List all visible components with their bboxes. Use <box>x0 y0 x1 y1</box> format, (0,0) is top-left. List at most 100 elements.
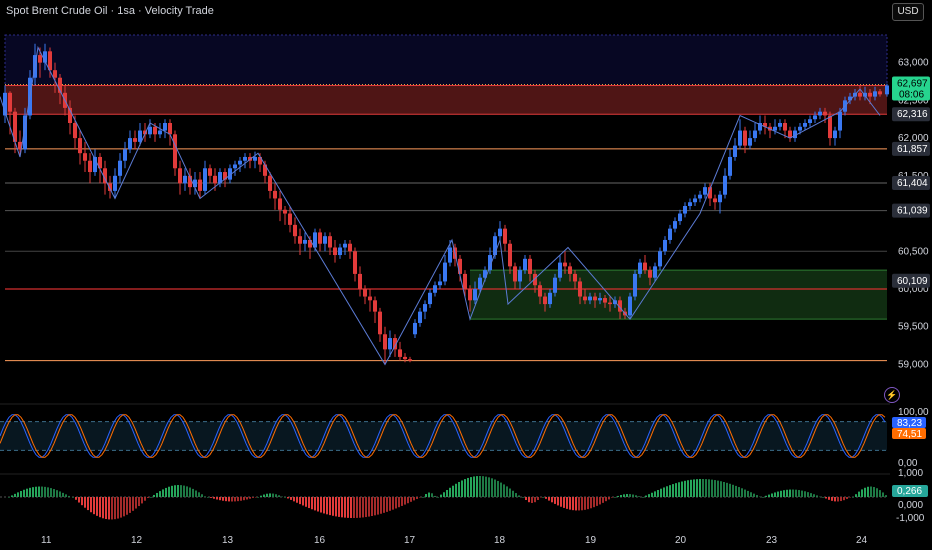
hist-bar <box>518 495 520 497</box>
candle-body <box>538 285 542 297</box>
hist-bar <box>68 495 70 497</box>
currency-button[interactable]: USD <box>892 3 924 21</box>
y-tick-label: 59,500 <box>898 322 929 333</box>
x-tick-label: 17 <box>404 535 416 546</box>
candle-body <box>713 198 717 203</box>
candle-body <box>658 251 662 267</box>
hist-bar <box>476 476 478 497</box>
candle-body <box>258 156 262 165</box>
hist-bar <box>482 476 484 497</box>
hist-bar <box>317 497 319 512</box>
y-tick-label: 62,500 <box>898 95 929 106</box>
hist-bar <box>290 497 292 500</box>
hist-bar <box>210 497 212 498</box>
hist-bar <box>828 497 830 500</box>
candle-body <box>588 296 592 301</box>
hist-bar <box>180 485 182 497</box>
hist-bar <box>596 497 598 506</box>
candle-body <box>498 228 502 237</box>
candle-body <box>633 273 637 297</box>
hist-bar <box>260 495 262 497</box>
hist-bar <box>834 497 836 502</box>
candle-body <box>563 262 567 267</box>
candle-body <box>433 285 437 293</box>
candle-body <box>38 55 42 63</box>
hist-bar <box>584 497 586 510</box>
hist-bar <box>174 485 176 497</box>
candle-body <box>643 262 647 271</box>
zigzag-line <box>0 45 881 366</box>
hist-bar <box>780 490 782 497</box>
candle-body <box>723 175 727 195</box>
hist-bar <box>473 476 475 497</box>
candle-body <box>48 51 52 71</box>
x-tick-label: 20 <box>675 535 687 546</box>
candle-body <box>243 156 247 161</box>
hist-bar <box>512 490 514 497</box>
candle-body <box>823 111 827 116</box>
candle-body <box>23 115 27 150</box>
hist-bar <box>326 497 328 515</box>
candle-body <box>683 206 687 214</box>
hist-bar <box>666 486 668 497</box>
hist-bar <box>314 497 316 511</box>
candle-body <box>133 138 137 142</box>
hist-bar <box>807 492 809 497</box>
candle-body <box>885 85 889 95</box>
hist-bar <box>299 497 301 505</box>
hist-bar <box>425 494 427 497</box>
hist-bar <box>50 488 52 497</box>
hist-bar <box>786 489 788 497</box>
candle-body <box>53 70 57 78</box>
candle-body <box>503 228 507 244</box>
hist-bar <box>395 497 397 509</box>
candle-body <box>353 251 357 274</box>
candle-body <box>158 130 162 135</box>
hist-bar <box>843 497 845 501</box>
y-tick-label: 62,000 <box>898 133 929 144</box>
hist-bar <box>885 495 887 497</box>
candle-body <box>223 172 227 180</box>
candle-body <box>848 96 852 101</box>
candle-body <box>368 296 372 301</box>
candle-body <box>733 145 737 157</box>
hist-bar <box>771 493 773 497</box>
hist-tick: 0,000 <box>898 500 923 511</box>
hist-bar <box>380 497 382 514</box>
hist-bar <box>308 497 310 509</box>
hist-bar <box>696 479 698 497</box>
hist-bar <box>816 495 818 497</box>
candle-body <box>358 273 362 289</box>
candle-body <box>343 243 347 248</box>
candle-body <box>603 298 607 303</box>
price-badge <box>892 203 930 218</box>
lightning-icon[interactable]: ⚡ <box>884 387 900 403</box>
zone-resistance <box>5 85 887 115</box>
hist-bar <box>56 490 58 497</box>
hist-bar <box>876 488 878 497</box>
hist-tick: -1,000 <box>896 513 925 524</box>
hist-bar <box>509 488 511 497</box>
hist-bar <box>711 479 713 497</box>
candle-body <box>638 262 642 274</box>
hist-bar <box>296 497 298 503</box>
hist-bar <box>852 497 854 498</box>
hist-bar <box>302 497 304 506</box>
candle-body <box>828 115 832 139</box>
hist-bar <box>705 479 707 497</box>
hist-bar <box>59 491 61 497</box>
hist-bar <box>341 497 343 518</box>
hist-bar <box>861 489 863 497</box>
hist-bar <box>669 485 671 497</box>
y-tick-label: 60,000 <box>898 284 929 295</box>
candle-body <box>573 273 577 282</box>
hist-bar <box>602 497 604 503</box>
hist-bar <box>365 497 367 518</box>
hist-bar <box>569 497 571 510</box>
candle-body <box>483 270 487 278</box>
hist-bar <box>756 495 758 497</box>
candle-body <box>398 349 402 357</box>
hist-bar <box>762 497 764 498</box>
hist-bar <box>870 486 872 497</box>
